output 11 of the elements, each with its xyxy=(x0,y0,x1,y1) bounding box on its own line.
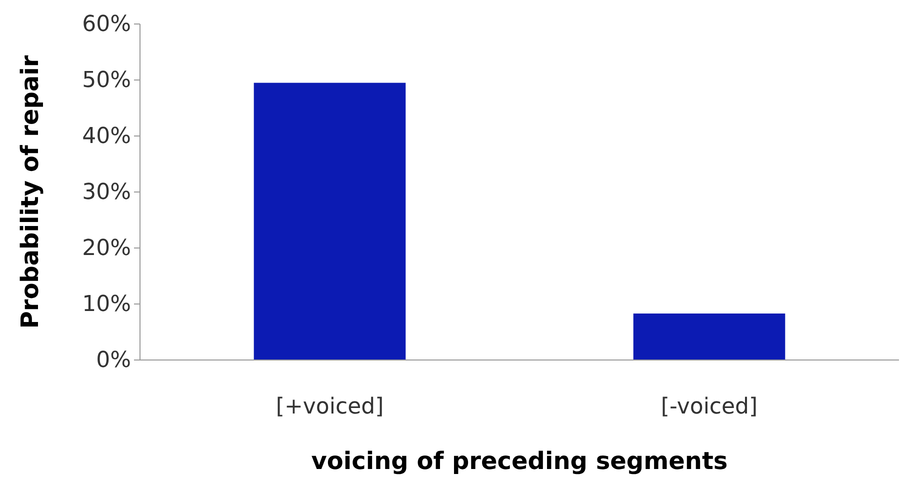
y-tick-label: 20% xyxy=(82,236,131,262)
y-tick-label: 50% xyxy=(82,68,131,94)
y-tick-label: 0% xyxy=(96,348,131,374)
x-axis-title: voicing of preceding segments xyxy=(311,447,728,475)
y-tick-label: 10% xyxy=(82,292,131,318)
x-tick-label: [+voiced] xyxy=(276,394,384,420)
y-tick-label: 30% xyxy=(82,180,131,206)
y-tick-label: 40% xyxy=(82,124,131,150)
y-axis-title: Probability of repair xyxy=(16,55,44,329)
y-tick-label: 60% xyxy=(82,12,131,38)
x-tick-label: [-voiced] xyxy=(660,394,758,420)
